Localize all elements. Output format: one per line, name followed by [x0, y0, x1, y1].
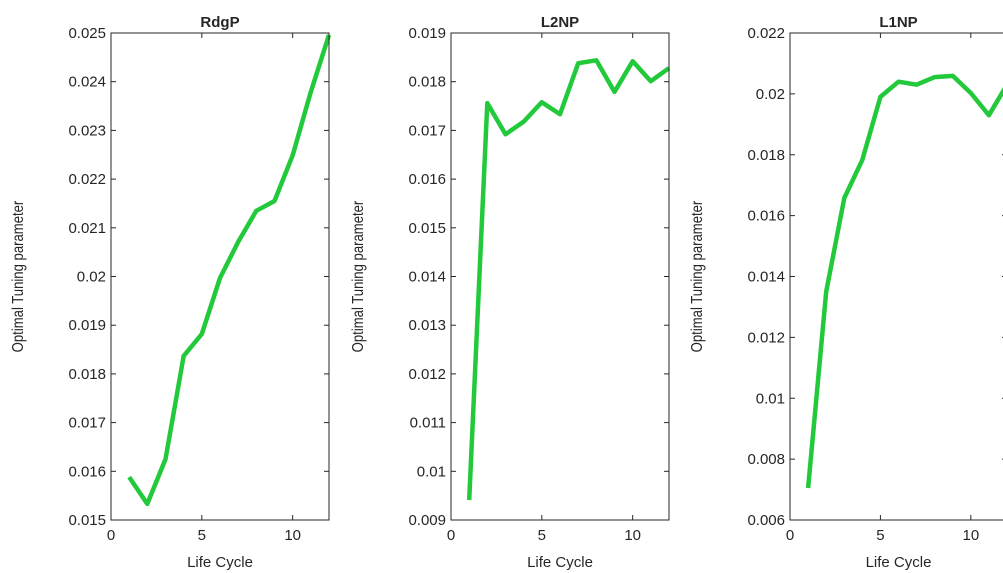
- y-tick-label: 0.012: [747, 329, 785, 346]
- y-tick-label: 0.015: [408, 220, 446, 237]
- subplot: 0.009 0.01 0.011 0.012 0.013 0.014 0.015 0.016 0…: [350, 14, 671, 571]
- y-tick-label: 0.017: [68, 415, 106, 432]
- y-tick-label: 0.019: [408, 25, 446, 42]
- y-tick-label: 0.022: [747, 25, 785, 42]
- x-axis-label: Life Cycle: [866, 554, 932, 571]
- chart-title: L1NP: [879, 14, 917, 31]
- y-tick-label: 0.018: [747, 147, 785, 164]
- y-tick-label: 0.012: [408, 366, 446, 383]
- x-axis-label: Life Cycle: [527, 554, 593, 571]
- axes-box: [110, 32, 330, 521]
- data-line: [805, 73, 1003, 489]
- x-axis-label: Life Cycle: [187, 554, 253, 571]
- data-line: [466, 58, 671, 501]
- y-tick-label: 0.02: [77, 269, 106, 286]
- subplot: 0.006 0.008 0.01 0.012 0.014 0.016 0.018 0.02 0.…: [689, 14, 1003, 571]
- x-tick-label: 10: [284, 527, 301, 544]
- y-tick-label: 0.013: [408, 317, 446, 334]
- x-tick-label: 0: [107, 527, 115, 544]
- x-tick-label: 10: [962, 527, 979, 544]
- y-axis-label: Optimal Tuning parameter: [689, 201, 706, 353]
- axes-box: [789, 32, 1003, 521]
- y-tick-label: 0.016: [747, 208, 785, 225]
- axes-box: [450, 32, 670, 521]
- x-tick-label: 0: [447, 527, 455, 544]
- y-tick-label: 0.024: [68, 74, 106, 91]
- y-tick-label: 0.017: [408, 122, 446, 139]
- x-tick-label: 5: [876, 527, 884, 544]
- y-tick-label: 0.025: [68, 25, 106, 42]
- data-line: [127, 34, 332, 507]
- y-tick-label: 0.014: [747, 269, 785, 286]
- x-tick-label: 10: [624, 527, 641, 544]
- y-tick-label: 0.016: [68, 463, 106, 480]
- y-tick-label: 0.018: [68, 366, 106, 383]
- y-tick-label: 0.021: [68, 220, 106, 237]
- y-tick-label: 0.009: [408, 512, 446, 529]
- y-tick-label: 0.022: [68, 171, 106, 188]
- x-tick-label: 5: [198, 527, 206, 544]
- y-tick-label: 0.01: [417, 463, 446, 480]
- y-tick-label: 0.014: [408, 269, 446, 286]
- chart-title: L2NP: [541, 14, 579, 31]
- y-tick-label: 0.019: [68, 317, 106, 334]
- y-tick-label: 0.023: [68, 122, 106, 139]
- y-axis-label: Optimal Tuning parameter: [10, 201, 27, 353]
- x-tick-label: 0: [786, 527, 794, 544]
- subplot: 0.015 0.016 0.017 0.018 0.019 0.02 0.021 0.022 0…: [10, 14, 332, 571]
- y-tick-label: 0.011: [410, 415, 446, 432]
- y-tick-label: 0.02: [756, 86, 785, 103]
- chart-title: RdgP: [200, 14, 239, 31]
- x-tick-label: 5: [538, 527, 546, 544]
- y-tick-label: 0.006: [747, 512, 785, 529]
- y-tick-label: 0.016: [408, 171, 446, 188]
- y-tick-label: 0.01: [756, 390, 785, 407]
- y-tick-label: 0.015: [68, 512, 106, 529]
- y-tick-label: 0.008: [747, 451, 785, 468]
- y-tick-label: 0.018: [408, 74, 446, 91]
- y-axis-label: Optimal Tuning parameter: [350, 201, 367, 353]
